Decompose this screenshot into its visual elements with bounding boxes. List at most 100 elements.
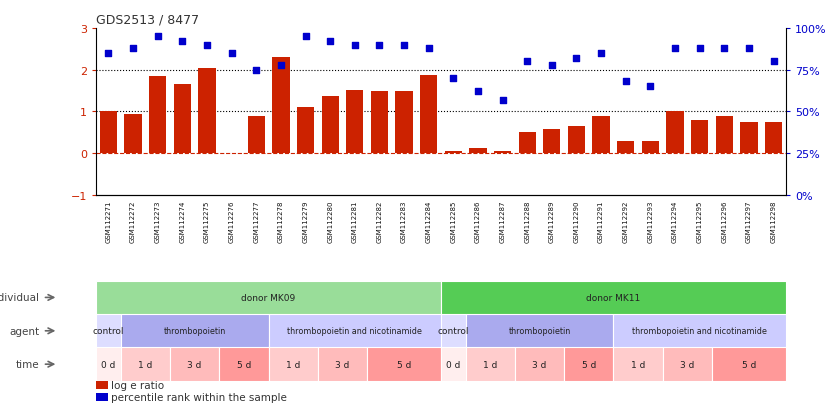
Bar <box>543 130 560 154</box>
Bar <box>441 348 466 381</box>
Text: 3 d: 3 d <box>187 360 201 369</box>
Text: control: control <box>93 327 125 335</box>
Bar <box>765 123 782 154</box>
Text: control: control <box>437 327 469 335</box>
Bar <box>247 117 265 154</box>
Text: GSM112291: GSM112291 <box>598 200 604 242</box>
Point <box>594 50 608 57</box>
Point <box>225 50 238 57</box>
Text: GSM112273: GSM112273 <box>155 200 161 242</box>
Bar <box>99 112 117 154</box>
Bar <box>174 85 191 154</box>
Text: 5 d: 5 d <box>237 360 251 369</box>
Bar <box>297 108 314 154</box>
Bar <box>666 112 684 154</box>
Text: GSM112286: GSM112286 <box>475 200 481 242</box>
Point <box>496 97 509 104</box>
Bar <box>564 348 614 381</box>
Text: GSM112276: GSM112276 <box>228 200 235 242</box>
Text: donor MK09: donor MK09 <box>242 293 296 302</box>
Bar <box>120 348 170 381</box>
Point <box>570 56 584 62</box>
Bar <box>494 151 511 154</box>
Text: GDS2513 / 8477: GDS2513 / 8477 <box>96 13 199 26</box>
Point <box>693 45 706 52</box>
Text: thrombopoietin and nicotinamide: thrombopoietin and nicotinamide <box>288 327 422 335</box>
Text: donor MK11: donor MK11 <box>586 293 640 302</box>
Bar <box>614 314 786 348</box>
Point <box>545 62 558 69</box>
Bar <box>441 281 786 314</box>
Bar <box>371 92 388 154</box>
Text: GSM112296: GSM112296 <box>721 200 727 242</box>
Text: GSM112284: GSM112284 <box>426 200 431 242</box>
Bar <box>663 348 712 381</box>
Bar <box>219 348 268 381</box>
Text: GSM112297: GSM112297 <box>746 200 752 242</box>
Text: GSM112285: GSM112285 <box>451 200 456 242</box>
Point <box>274 62 288 69</box>
Bar <box>642 142 659 154</box>
Point <box>644 84 657 90</box>
Text: GSM112272: GSM112272 <box>130 200 136 242</box>
Bar <box>96 348 120 381</box>
Text: GSM112287: GSM112287 <box>500 200 506 242</box>
Point <box>742 45 756 52</box>
Text: GSM112275: GSM112275 <box>204 200 210 242</box>
Point <box>717 45 731 52</box>
Point <box>151 34 165 40</box>
Bar <box>420 76 437 154</box>
Bar <box>716 117 733 154</box>
Text: thrombopoietin: thrombopoietin <box>508 327 571 335</box>
Text: GSM112288: GSM112288 <box>524 200 530 242</box>
Point <box>176 39 189 45</box>
Bar <box>617 141 635 154</box>
Bar <box>322 96 339 154</box>
Point <box>668 45 681 52</box>
Text: GSM112294: GSM112294 <box>672 200 678 242</box>
Bar <box>198 69 216 154</box>
Text: GSM112279: GSM112279 <box>303 200 308 242</box>
Text: GSM112282: GSM112282 <box>376 200 382 242</box>
Text: GSM112283: GSM112283 <box>401 200 407 242</box>
Bar <box>149 77 166 154</box>
Text: individual: individual <box>0 293 39 303</box>
Text: GSM112274: GSM112274 <box>180 200 186 242</box>
Text: 3 d: 3 d <box>533 360 547 369</box>
Text: GSM112290: GSM112290 <box>573 200 579 242</box>
Point <box>446 76 460 82</box>
Point <box>397 42 410 49</box>
Point <box>521 59 534 66</box>
Text: 1 d: 1 d <box>286 360 300 369</box>
Point <box>250 67 263 74</box>
Text: GSM112298: GSM112298 <box>771 200 777 242</box>
Bar <box>367 348 441 381</box>
Text: 5 d: 5 d <box>397 360 411 369</box>
Text: 0 d: 0 d <box>101 360 115 369</box>
Text: GSM112280: GSM112280 <box>327 200 333 242</box>
Text: 1 d: 1 d <box>631 360 645 369</box>
Text: 0 d: 0 d <box>446 360 461 369</box>
Text: 3 d: 3 d <box>681 360 695 369</box>
Point <box>619 79 632 85</box>
Point <box>373 42 386 49</box>
Bar <box>740 123 757 154</box>
Bar <box>120 314 268 348</box>
Bar <box>96 314 120 348</box>
Text: GSM112293: GSM112293 <box>647 200 654 242</box>
Point <box>348 42 361 49</box>
Bar <box>170 348 219 381</box>
Bar <box>318 348 367 381</box>
Bar <box>268 348 318 381</box>
Bar <box>96 381 108 389</box>
Point <box>767 59 780 66</box>
Bar <box>268 314 441 348</box>
Text: 3 d: 3 d <box>335 360 349 369</box>
Bar <box>691 121 708 154</box>
Text: GSM112271: GSM112271 <box>105 200 111 242</box>
Bar <box>273 58 289 154</box>
Text: GSM112281: GSM112281 <box>352 200 358 242</box>
Bar <box>346 90 364 154</box>
Bar <box>568 127 585 154</box>
Bar <box>445 151 462 154</box>
